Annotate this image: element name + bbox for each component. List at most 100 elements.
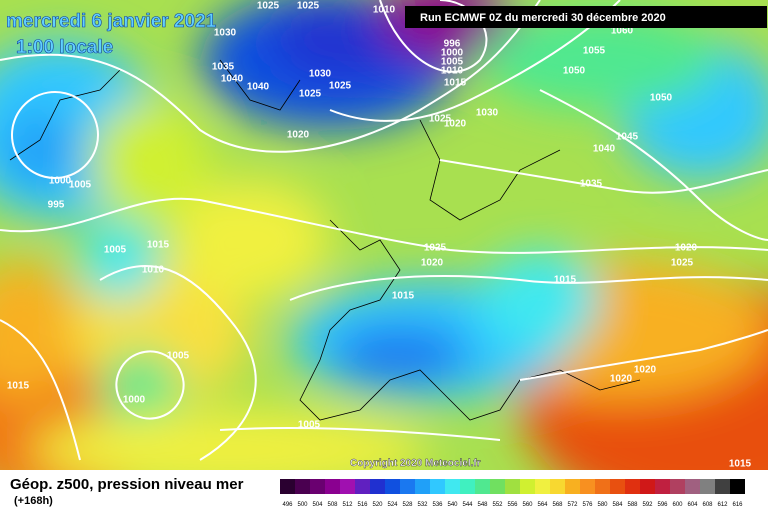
scale-label: 548 bbox=[477, 502, 488, 508]
isobar-label: 1010 bbox=[373, 5, 396, 16]
isobar-label: 1045 bbox=[616, 132, 639, 143]
isobar-label: 1025 bbox=[424, 243, 447, 254]
isobar-label: 1025 bbox=[429, 114, 452, 125]
scale-swatch bbox=[430, 479, 445, 494]
scale-label: 528 bbox=[402, 502, 413, 508]
scale-swatch bbox=[595, 479, 610, 494]
isobar-label: 1005 bbox=[69, 180, 92, 191]
scale-swatch bbox=[310, 479, 325, 494]
run-info: Run ECMWF 0Z du mercredi 30 décembre 202… bbox=[420, 12, 666, 24]
scale-swatch bbox=[490, 479, 505, 494]
isobar-label: 1000 bbox=[49, 176, 72, 187]
scale-swatch bbox=[715, 479, 730, 494]
scale-label: 616 bbox=[732, 502, 743, 508]
lead-time: (+168h) bbox=[14, 495, 53, 507]
scale-swatch bbox=[295, 479, 310, 494]
scale-label: 580 bbox=[597, 502, 608, 508]
isobar-label: 1000 bbox=[123, 395, 146, 406]
isobar-label: 995 bbox=[48, 200, 65, 211]
scale-swatch bbox=[445, 479, 460, 494]
scale-label: 520 bbox=[372, 502, 383, 508]
scale-swatch bbox=[505, 479, 520, 494]
isobar-label: 1040 bbox=[593, 144, 616, 155]
scale-label: 536 bbox=[432, 502, 443, 508]
isobar-label: 1010 bbox=[142, 265, 165, 276]
scale-label: 504 bbox=[312, 502, 323, 508]
isobar-label: 1025 bbox=[299, 89, 322, 100]
scale-swatch bbox=[730, 479, 745, 494]
scale-swatch bbox=[580, 479, 595, 494]
scale-swatch bbox=[550, 479, 565, 494]
isobar-label: 1025 bbox=[297, 1, 320, 12]
isobar-label: 1015 bbox=[392, 291, 415, 302]
isobar-label: 1015 bbox=[554, 275, 577, 286]
isobar-label: 1040 bbox=[247, 82, 270, 93]
isobar-label: 1005 bbox=[298, 420, 321, 431]
isobar-label: 996 bbox=[444, 39, 461, 50]
local-time: 1:00 locale bbox=[16, 37, 113, 58]
scale-swatch bbox=[325, 479, 340, 494]
scale-label: 604 bbox=[687, 502, 698, 508]
scale-swatch bbox=[370, 479, 385, 494]
isobar-label: 1015 bbox=[729, 459, 752, 470]
isobar-label: 1020 bbox=[287, 130, 310, 141]
isobar-label: 1025 bbox=[329, 81, 352, 92]
color-scale: 496 500 504 508 512 516 520 524 528 532 536 540 544 5… bbox=[280, 479, 745, 508]
scale-label: 516 bbox=[357, 502, 368, 508]
scale-swatch bbox=[355, 479, 370, 494]
isobar-labels: 1025 1025 10101030103510401040103010251025… bbox=[7, 1, 752, 470]
scale-swatch bbox=[610, 479, 625, 494]
scale-label: 588 bbox=[627, 502, 638, 508]
scale-swatch bbox=[685, 479, 700, 494]
isobar-label: 1050 bbox=[650, 93, 673, 104]
isobar-label: 1005 bbox=[167, 351, 190, 362]
isobar-label: 1005 bbox=[104, 245, 127, 256]
scale-swatch bbox=[565, 479, 580, 494]
isobars bbox=[0, 0, 768, 461]
scale-swatch bbox=[385, 479, 400, 494]
scale-label: 592 bbox=[642, 502, 653, 508]
isobar-label: 1035 bbox=[212, 62, 235, 73]
isobar-label: 1020 bbox=[444, 119, 467, 130]
scale-label: 500 bbox=[297, 502, 308, 508]
isobar-label: 1005 bbox=[441, 57, 464, 68]
scale-label: 512 bbox=[342, 502, 353, 508]
scale-swatch bbox=[340, 479, 355, 494]
scale-swatch bbox=[670, 479, 685, 494]
scale-label: 544 bbox=[462, 502, 473, 508]
isobar-label: 1010 bbox=[441, 66, 464, 77]
coastline bbox=[9, 59, 641, 421]
scale-label: 564 bbox=[537, 502, 548, 508]
scale-label: 568 bbox=[552, 502, 563, 508]
isobar-label: 1030 bbox=[309, 69, 332, 80]
isobar-label: 1030 bbox=[214, 28, 237, 39]
isobar-label: 1015 bbox=[444, 78, 467, 89]
scale-label: 540 bbox=[447, 502, 458, 508]
isobar-label: 1020 bbox=[610, 374, 633, 385]
isobar-label: 1015 bbox=[147, 240, 170, 251]
isobar-label: 1000 bbox=[441, 48, 464, 59]
scale-label: 560 bbox=[522, 502, 533, 508]
scale-swatch bbox=[640, 479, 655, 494]
scale-label: 600 bbox=[672, 502, 683, 508]
scale-label: 556 bbox=[507, 502, 518, 508]
isobar-label: 1015 bbox=[7, 381, 30, 392]
scale-swatch bbox=[625, 479, 640, 494]
isobar-label: 1050 bbox=[563, 66, 586, 77]
scale-swatch bbox=[535, 479, 550, 494]
date: mercredi 6 janvier 2021 bbox=[6, 11, 217, 32]
isobar-label: 1020 bbox=[421, 258, 444, 269]
isobar-label: 1025 bbox=[257, 1, 280, 12]
scale-label: 572 bbox=[567, 502, 578, 508]
scale-label: 532 bbox=[417, 502, 428, 508]
scale-label: 496 bbox=[282, 502, 293, 508]
scale-label: 552 bbox=[492, 502, 503, 508]
scale-swatch bbox=[415, 479, 430, 494]
scale-swatch bbox=[400, 479, 415, 494]
scale-label: 524 bbox=[387, 502, 398, 508]
isobar-label: 1060 bbox=[611, 26, 634, 37]
scale-label: 576 bbox=[582, 502, 593, 508]
isobar-label: 1030 bbox=[476, 108, 499, 119]
